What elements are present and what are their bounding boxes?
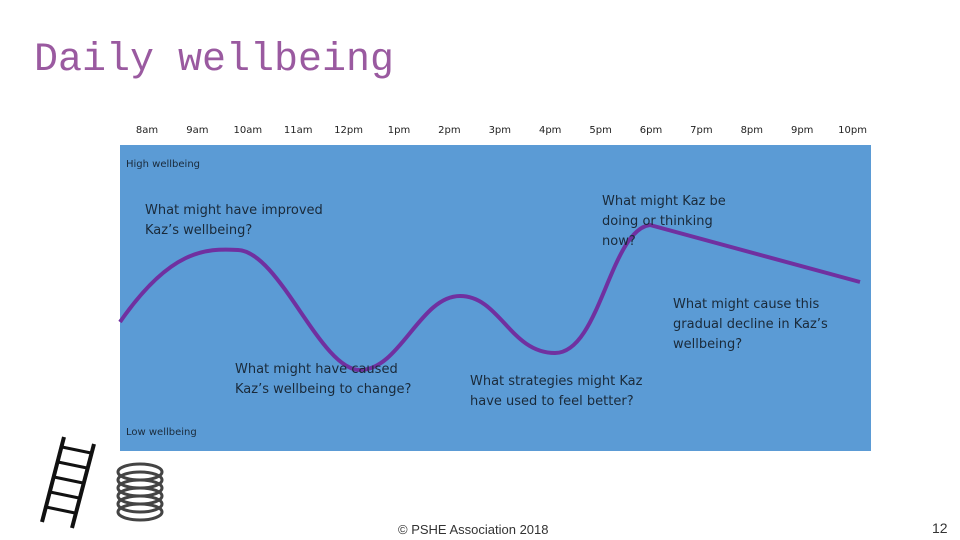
wellbeing-panel: [120, 145, 871, 451]
time-label: 7pm: [690, 125, 713, 136]
question: What might Kaz be doing or thinking now?: [602, 194, 726, 249]
time-label: 12pm: [334, 125, 363, 136]
high-label: High wellbeing: [126, 159, 201, 170]
time-label: 11am: [283, 125, 313, 136]
question: What might cause this gradual decline in…: [673, 297, 828, 352]
time-label: 9am: [186, 125, 209, 136]
time-label: 3pm: [488, 125, 512, 136]
time-label: 2pm: [438, 125, 461, 136]
footer: © PSHE Association 2018: [398, 522, 549, 537]
time-label: 9pm: [790, 125, 814, 136]
time-label: 8pm: [740, 125, 764, 136]
time-label: 10am: [233, 125, 263, 136]
wellbeing-curve: [118, 222, 861, 373]
page-number: 12: [932, 520, 948, 536]
time-label: 10pm: [838, 125, 867, 136]
ladder-icon: [40, 436, 96, 529]
question: What strategies might Kaz have used to f…: [470, 374, 643, 409]
time-label: 1pm: [387, 125, 411, 136]
spring-icon: [116, 462, 164, 522]
low-label: Low wellbeing: [126, 427, 197, 438]
question: What might have improved Kaz’s wellbeing…: [145, 203, 323, 238]
title: Daily wellbeing: [34, 38, 395, 83]
time-label: 6pm: [639, 125, 663, 136]
question: What might have caused Kaz’s wellbeing t…: [235, 362, 412, 397]
time-label: 5pm: [589, 125, 612, 136]
time-label: 8am: [135, 125, 159, 136]
time-label: 4pm: [538, 125, 562, 136]
